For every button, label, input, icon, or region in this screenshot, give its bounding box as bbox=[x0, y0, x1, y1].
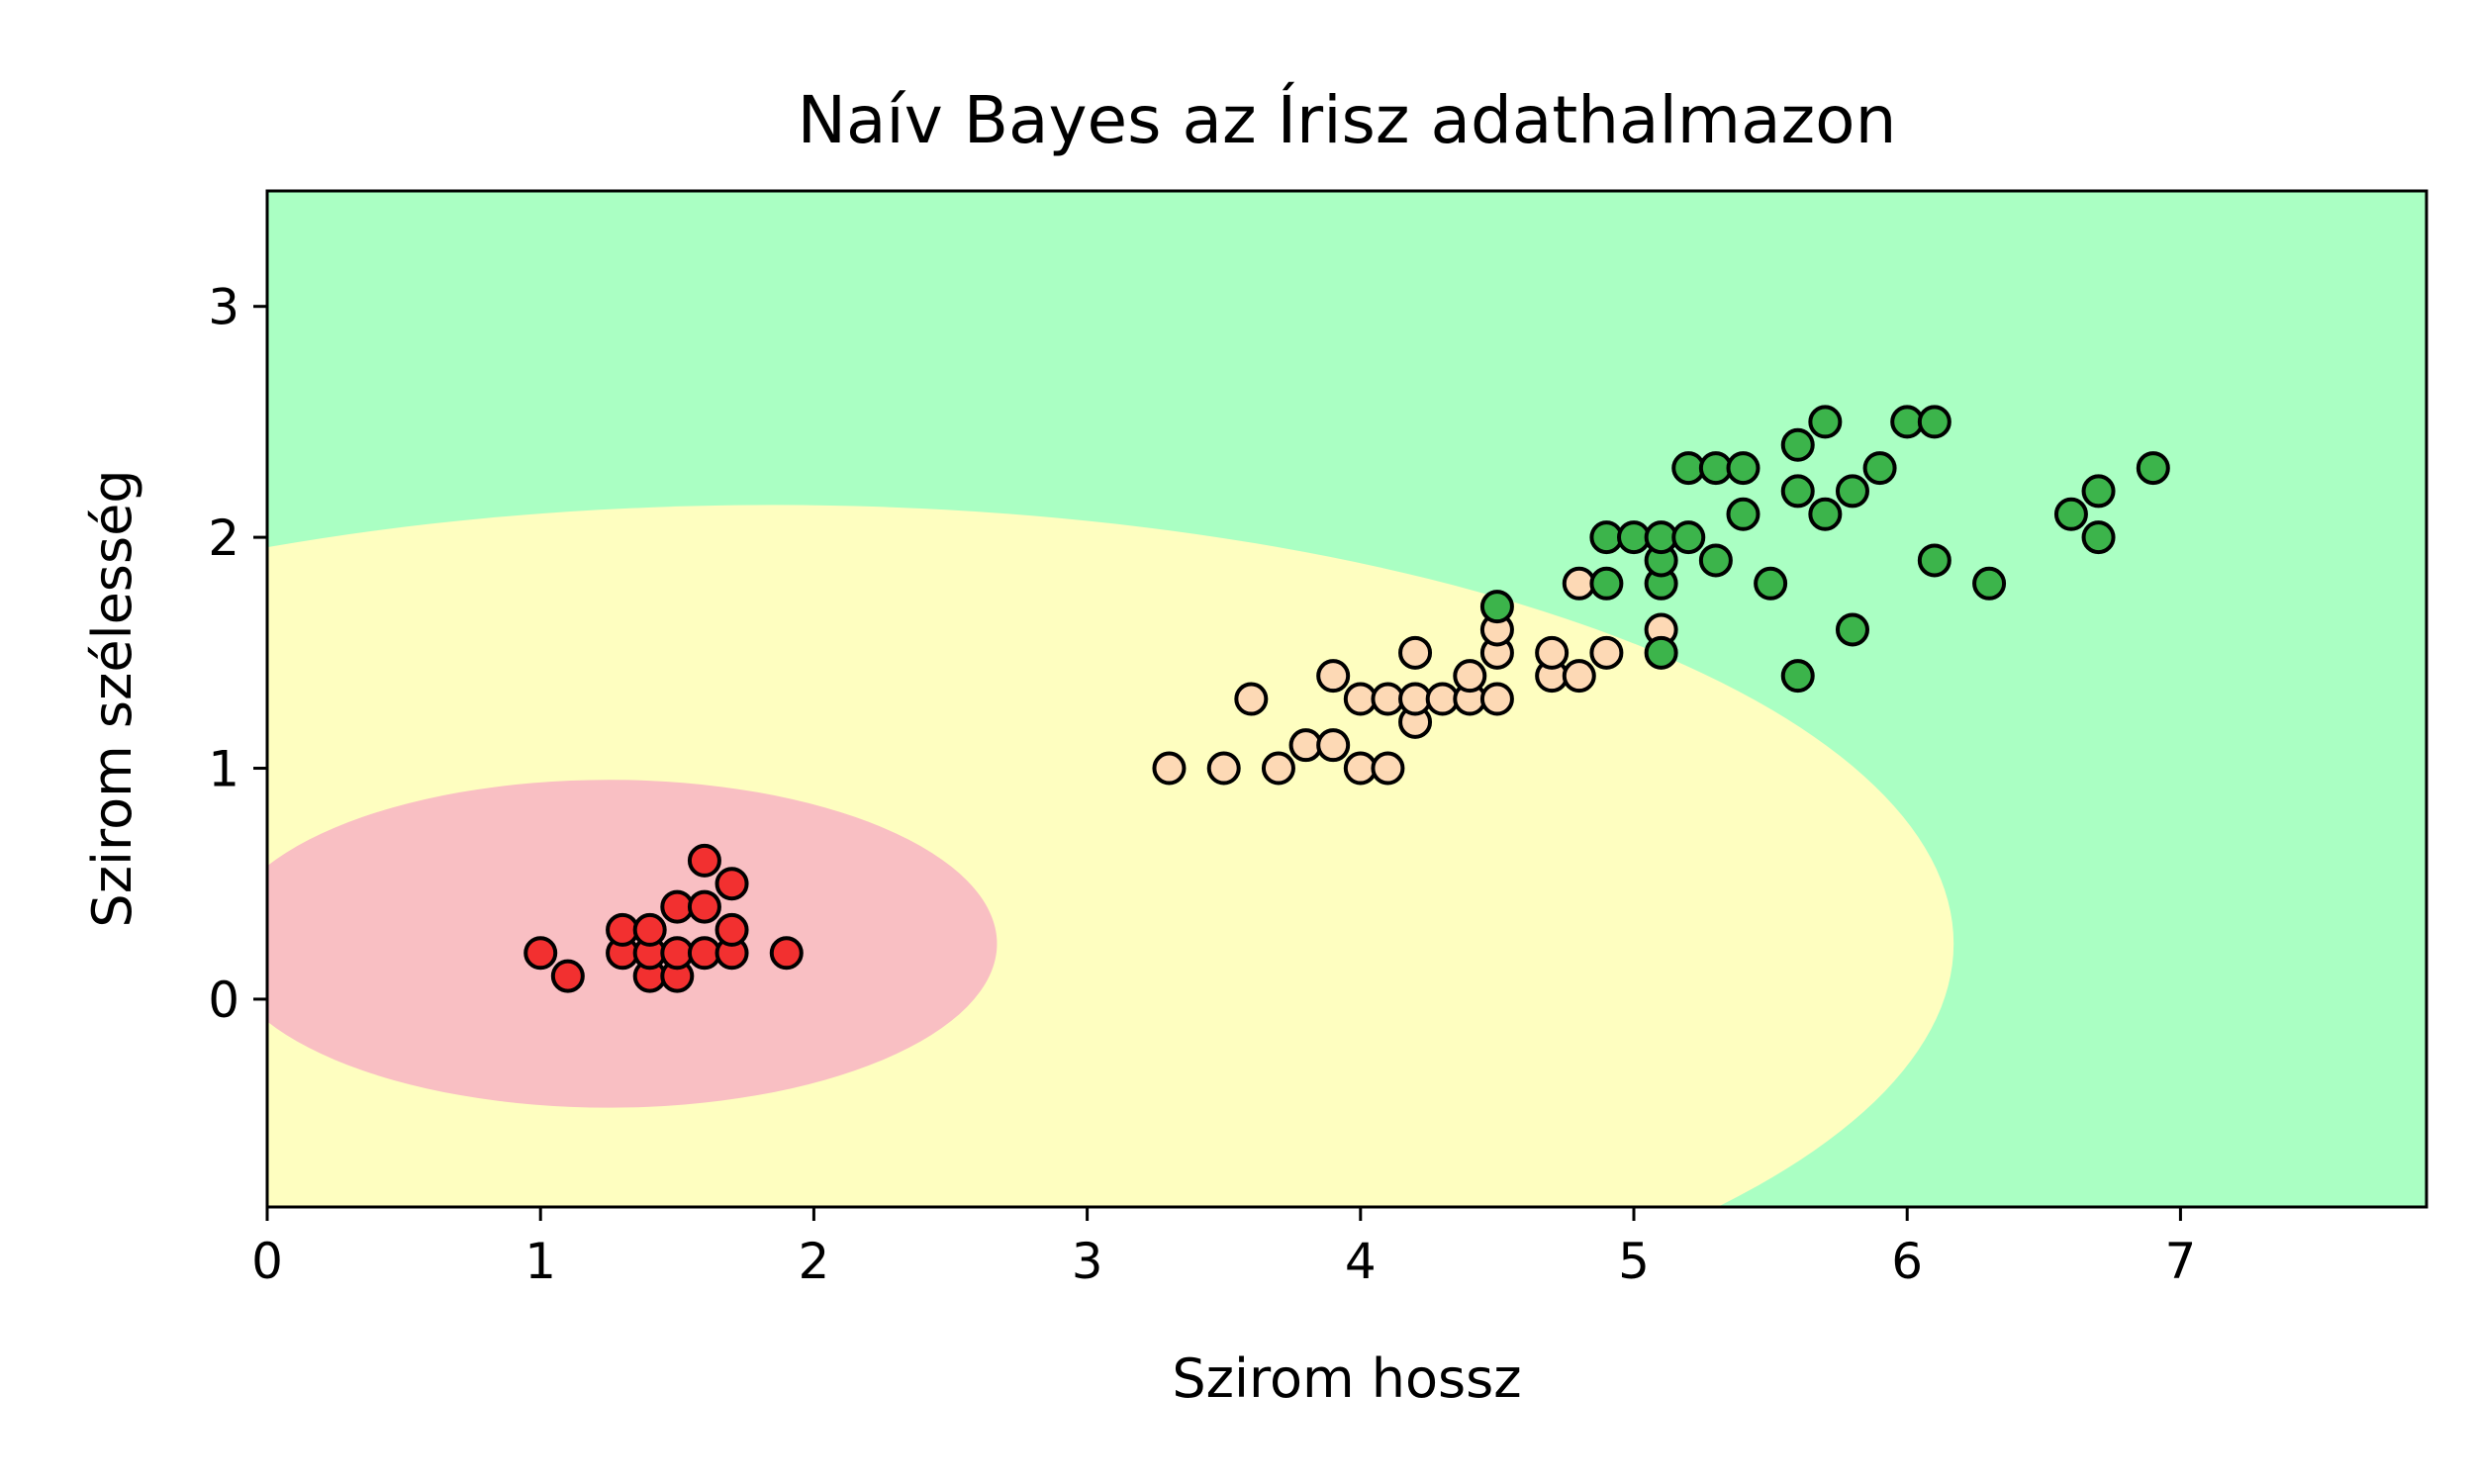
data-point bbox=[714, 867, 749, 901]
y-tick-label: 0 bbox=[208, 972, 239, 1029]
data-point bbox=[660, 889, 695, 924]
data-point bbox=[1808, 405, 1843, 439]
data-points bbox=[523, 405, 2170, 993]
y-axis: 0 1 2 3 bbox=[208, 279, 267, 1029]
plot-frame bbox=[265, 189, 2428, 1209]
x-tick-label: 7 bbox=[2165, 1233, 2197, 1290]
data-point bbox=[606, 912, 640, 947]
data-point bbox=[1780, 427, 1815, 462]
data-point bbox=[1343, 751, 1378, 786]
x-tick-label: 2 bbox=[798, 1233, 829, 1290]
data-point bbox=[1780, 474, 1815, 509]
x-tick-label: 0 bbox=[251, 1233, 283, 1290]
data-point bbox=[1371, 682, 1405, 716]
data-point bbox=[1698, 451, 1733, 486]
data-point bbox=[1617, 520, 1652, 555]
data-point bbox=[2053, 497, 2088, 531]
data-point bbox=[687, 843, 721, 878]
data-point bbox=[1562, 659, 1596, 694]
data-point bbox=[687, 889, 721, 924]
data-point bbox=[1343, 682, 1378, 716]
data-point bbox=[1562, 566, 1596, 601]
data-point bbox=[632, 912, 667, 947]
data-point bbox=[1726, 451, 1760, 486]
data-point bbox=[769, 936, 804, 971]
plot-area bbox=[267, 191, 2426, 1207]
data-point bbox=[1835, 474, 1869, 509]
data-point bbox=[660, 936, 695, 971]
data-point bbox=[1917, 405, 1951, 439]
y-tick-label: 1 bbox=[208, 741, 239, 798]
data-point bbox=[714, 912, 749, 947]
data-point bbox=[1589, 635, 1624, 670]
data-point bbox=[1808, 497, 1843, 531]
series-0 bbox=[523, 843, 804, 993]
data-point bbox=[1972, 566, 2007, 601]
data-point bbox=[1371, 751, 1405, 786]
data-point bbox=[1890, 405, 1925, 439]
y-axis-title: Szirom szélesség bbox=[81, 469, 143, 927]
data-point bbox=[1316, 659, 1351, 694]
data-point bbox=[1780, 659, 1815, 694]
x-tick-label: 5 bbox=[1618, 1233, 1650, 1290]
data-point bbox=[1754, 566, 1788, 601]
series-1 bbox=[1152, 566, 1678, 786]
x-tick-label: 6 bbox=[1891, 1233, 1923, 1290]
data-point bbox=[1644, 520, 1678, 555]
data-point bbox=[1152, 751, 1187, 786]
data-point bbox=[1479, 590, 1514, 624]
data-point bbox=[2136, 451, 2170, 486]
data-point bbox=[1589, 566, 1624, 601]
x-axis: 0 1 2 3 4 5 6 7 bbox=[251, 1207, 2196, 1290]
x-tick-label: 4 bbox=[1345, 1233, 1377, 1290]
data-point bbox=[1398, 635, 1433, 670]
decision-regions bbox=[267, 191, 2426, 1207]
data-point bbox=[1671, 451, 1706, 486]
data-point bbox=[1589, 520, 1624, 555]
x-tick-label: 3 bbox=[1072, 1233, 1103, 1290]
data-point bbox=[2081, 520, 2116, 555]
data-point bbox=[1234, 682, 1269, 716]
data-point bbox=[1425, 682, 1460, 716]
data-point bbox=[1835, 612, 1869, 647]
data-point bbox=[550, 959, 585, 993]
data-point bbox=[1671, 520, 1706, 555]
y-tick-label: 2 bbox=[208, 510, 239, 567]
data-point bbox=[1261, 751, 1295, 786]
data-point bbox=[1644, 635, 1678, 670]
chart-title: Naív Bayes az Írisz adathalmazon bbox=[798, 81, 1897, 158]
data-point bbox=[687, 936, 721, 971]
data-point bbox=[2081, 474, 2116, 509]
data-point bbox=[1398, 682, 1433, 716]
data-point bbox=[1862, 451, 1897, 486]
data-point bbox=[1479, 682, 1514, 716]
data-point bbox=[523, 936, 558, 971]
x-tick-label: 1 bbox=[524, 1233, 556, 1290]
data-point bbox=[1316, 728, 1351, 763]
x-axis-title: Szirom hossz bbox=[1172, 1347, 1521, 1410]
data-point bbox=[1535, 635, 1570, 670]
y-tick-label: 3 bbox=[208, 279, 239, 336]
data-point bbox=[1288, 728, 1323, 763]
series-2 bbox=[1479, 405, 2170, 694]
data-point bbox=[1453, 659, 1487, 694]
data-point bbox=[1726, 497, 1760, 531]
data-point bbox=[1206, 751, 1241, 786]
data-point bbox=[1917, 543, 1951, 578]
data-point bbox=[1698, 543, 1733, 578]
